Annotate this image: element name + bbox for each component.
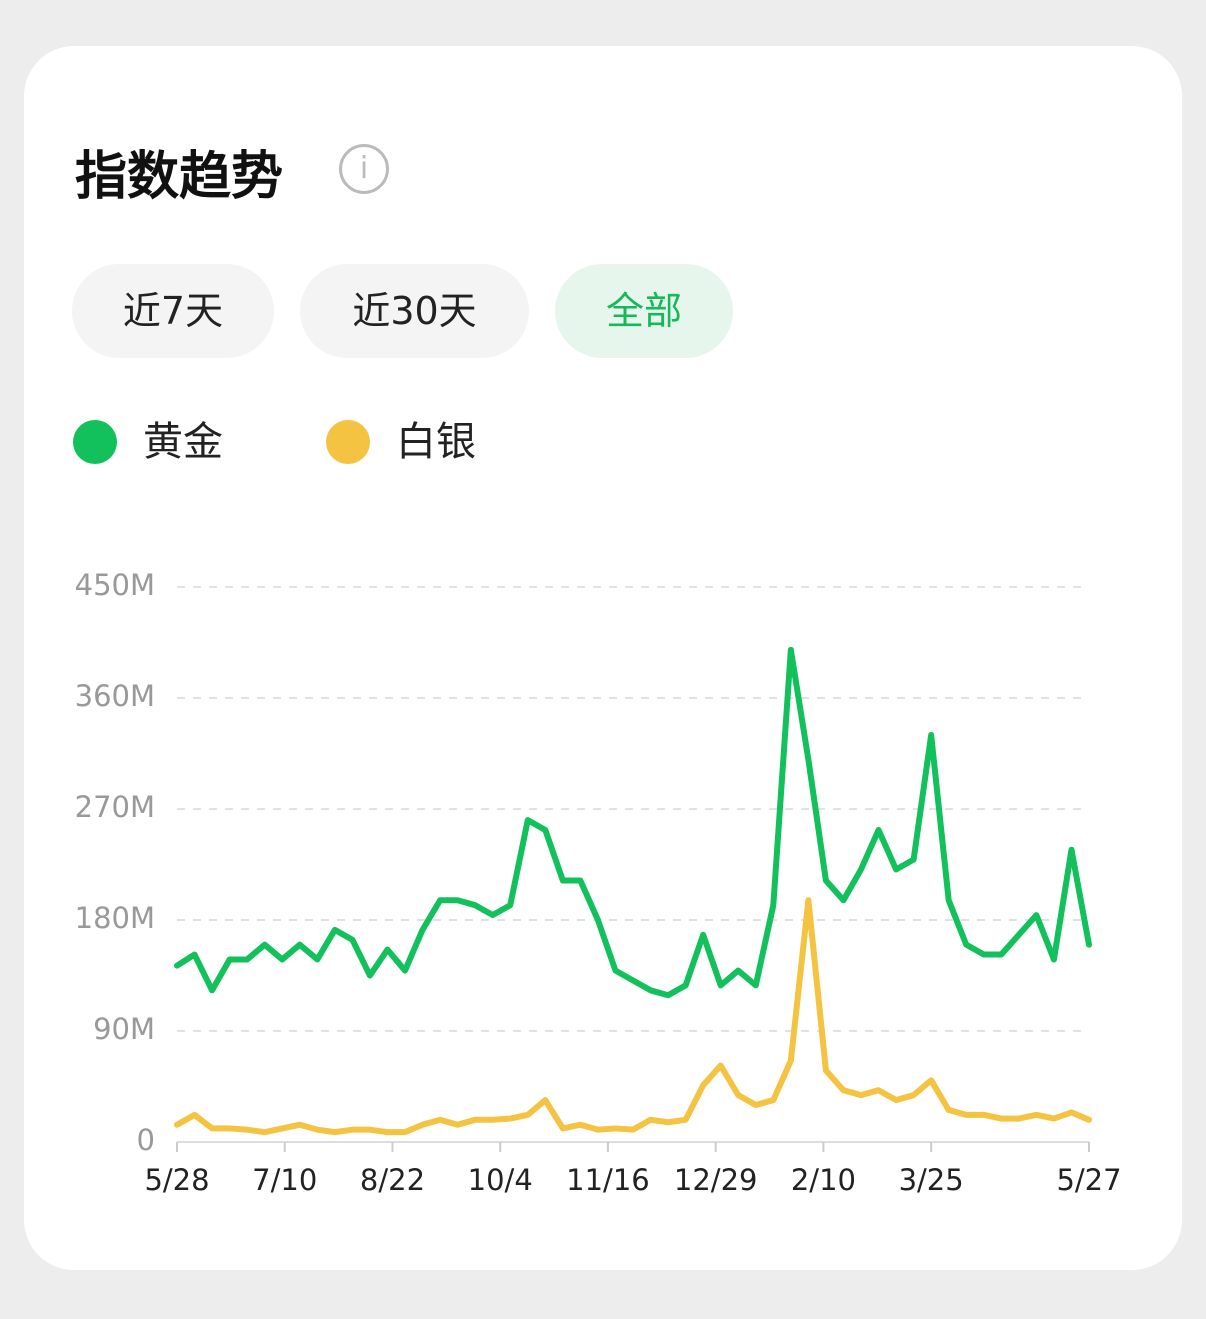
x-tick-label: 5/27 xyxy=(1056,1163,1121,1197)
y-tick-label: 450M xyxy=(75,568,155,602)
tab[interactable]: 近30天 xyxy=(300,264,529,358)
legend-dot xyxy=(326,420,370,464)
y-tick-label: 360M xyxy=(75,679,155,713)
info-icon[interactable]: i xyxy=(339,144,389,194)
y-tick-label: 270M xyxy=(75,790,155,824)
y-tick-label: 0 xyxy=(137,1123,155,1157)
series-line xyxy=(174,897,1092,1136)
x-tick-label: 5/28 xyxy=(144,1163,209,1197)
x-tick-label: 12/29 xyxy=(674,1163,758,1197)
x-tick-label: 2/10 xyxy=(791,1163,856,1197)
x-tick-label: 8/22 xyxy=(360,1163,425,1197)
y-tick-label: 180M xyxy=(75,901,155,935)
x-tick-label: 11/16 xyxy=(566,1163,650,1197)
tab[interactable]: 全部 xyxy=(555,264,733,358)
x-tick-label: 3/25 xyxy=(899,1163,964,1197)
legend-label: 黄金 xyxy=(143,419,223,465)
x-tick-label: 7/10 xyxy=(252,1163,317,1197)
title: 指数趋势 xyxy=(75,147,284,207)
x-tick-label: 10/4 xyxy=(468,1163,533,1197)
y-tick-label: 90M xyxy=(93,1012,155,1046)
series-line xyxy=(174,646,1092,999)
legend-dot xyxy=(73,420,117,464)
tab[interactable]: 近7天 xyxy=(72,264,274,358)
card xyxy=(24,46,1182,1270)
legend-label: 白银 xyxy=(396,419,476,465)
